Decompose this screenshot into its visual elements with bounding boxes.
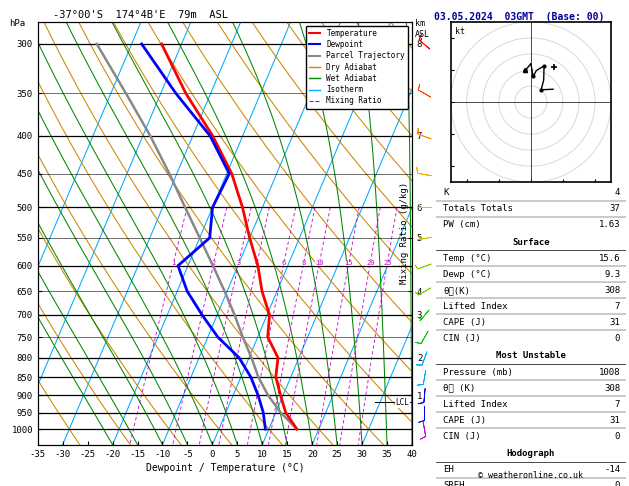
Text: Hodograph: Hodograph [507, 449, 555, 458]
Text: -37°00'S  174°4B'E  79m  ASL: -37°00'S 174°4B'E 79m ASL [53, 10, 228, 20]
Text: Pressure (mb): Pressure (mb) [443, 367, 513, 377]
Text: © weatheronline.co.uk: © weatheronline.co.uk [479, 471, 583, 480]
Text: 308: 308 [604, 286, 620, 295]
Text: Totals Totals: Totals Totals [443, 204, 513, 213]
Text: 8: 8 [301, 260, 306, 266]
Text: Surface: Surface [512, 238, 550, 247]
Text: Lifted Index: Lifted Index [443, 399, 508, 409]
Text: LCL: LCL [396, 398, 409, 407]
Text: Most Unstable: Most Unstable [496, 351, 566, 361]
Text: 2: 2 [211, 260, 216, 266]
Text: 15: 15 [345, 260, 353, 266]
Text: km
ASL: km ASL [415, 19, 430, 39]
Text: Temp (°C): Temp (°C) [443, 254, 492, 263]
Text: 4: 4 [615, 188, 620, 197]
Text: Dewp (°C): Dewp (°C) [443, 270, 492, 279]
Text: 0: 0 [615, 481, 620, 486]
Text: θᴇ(K): θᴇ(K) [443, 286, 470, 295]
Legend: Temperature, Dewpoint, Parcel Trajectory, Dry Adiabat, Wet Adiabat, Isotherm, Mi: Temperature, Dewpoint, Parcel Trajectory… [306, 26, 408, 108]
Text: 31: 31 [610, 318, 620, 327]
Text: 0: 0 [615, 432, 620, 441]
Text: Mixing Ratio (g/kg): Mixing Ratio (g/kg) [400, 182, 409, 284]
Text: 6: 6 [282, 260, 286, 266]
Text: 9.3: 9.3 [604, 270, 620, 279]
Text: 37: 37 [610, 204, 620, 213]
Text: 4: 4 [255, 260, 259, 266]
Text: θᴇ (K): θᴇ (K) [443, 383, 476, 393]
Text: SREH: SREH [443, 481, 465, 486]
Text: 25: 25 [383, 260, 392, 266]
Text: 1: 1 [171, 260, 175, 266]
Text: 15.6: 15.6 [599, 254, 620, 263]
Text: 7: 7 [615, 302, 620, 311]
Text: Lifted Index: Lifted Index [443, 302, 508, 311]
Text: K: K [443, 188, 449, 197]
Text: CIN (J): CIN (J) [443, 334, 481, 343]
Text: EH: EH [443, 465, 454, 474]
Text: kt: kt [455, 27, 465, 35]
Text: 20: 20 [366, 260, 375, 266]
Text: 1.63: 1.63 [599, 220, 620, 229]
Text: 10: 10 [315, 260, 323, 266]
Text: 3: 3 [237, 260, 241, 266]
Text: CIN (J): CIN (J) [443, 432, 481, 441]
Text: hPa: hPa [9, 19, 26, 29]
Text: CAPE (J): CAPE (J) [443, 318, 486, 327]
Text: 1008: 1008 [599, 367, 620, 377]
Text: 308: 308 [604, 383, 620, 393]
Text: 0: 0 [615, 334, 620, 343]
Text: CAPE (J): CAPE (J) [443, 416, 486, 425]
X-axis label: Dewpoint / Temperature (°C): Dewpoint / Temperature (°C) [145, 463, 304, 473]
Text: -14: -14 [604, 465, 620, 474]
Text: PW (cm): PW (cm) [443, 220, 481, 229]
Text: 31: 31 [610, 416, 620, 425]
Text: 7: 7 [615, 399, 620, 409]
Text: 03.05.2024  03GMT  (Base: 00): 03.05.2024 03GMT (Base: 00) [434, 12, 604, 22]
